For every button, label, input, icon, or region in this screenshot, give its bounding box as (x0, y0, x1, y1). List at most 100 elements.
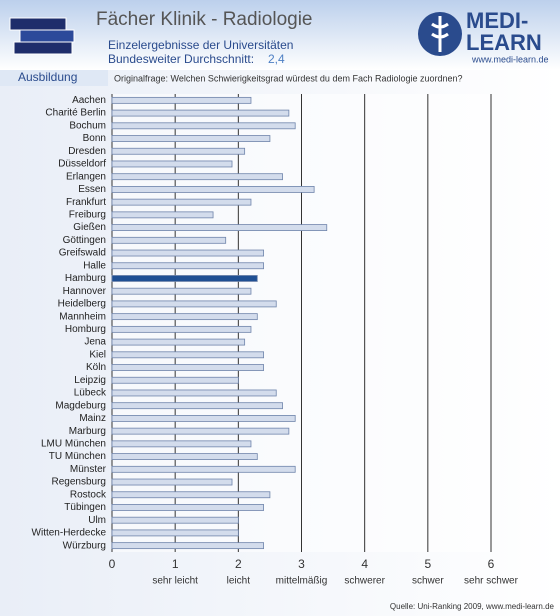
bar (111, 338, 246, 346)
y-tick-label: Aachen (72, 95, 106, 106)
section: Ausbildung (18, 70, 77, 84)
x-tick-description: schwer (412, 576, 444, 587)
bar (111, 542, 265, 550)
x-tick-label: 0 (109, 557, 116, 571)
y-tick-label: Hannover (63, 286, 107, 297)
x-tick-label: 5 (424, 557, 431, 571)
subtitle: Einzelergebnisse der Universitäten (108, 38, 293, 52)
bar (111, 224, 328, 231)
y-tick-label: Ulm (88, 515, 106, 526)
x-tick-description: leicht (227, 576, 251, 587)
source: Quelle: Uni-Ranking 2009, www.medi-learn… (390, 602, 555, 611)
y-tick-label: Jena (84, 337, 106, 348)
x-tick-label: 1 (172, 557, 179, 571)
y-tick-label: Lübeck (74, 388, 107, 399)
question: Originalfrage: Welchen Schwierigkeitsgra… (114, 73, 463, 83)
y-tick-label: Marburg (69, 426, 106, 437)
bar (111, 186, 315, 193)
y-tick-label: Homburg (65, 324, 106, 335)
average-label: Bundesweiter Durchschnitt: (108, 52, 254, 66)
bar (111, 160, 233, 168)
y-tick-label: Leipzig (74, 375, 106, 386)
header-band (0, 0, 560, 70)
section-band (0, 70, 108, 86)
bar (111, 211, 214, 219)
x-tick-description: mittelmäßig (276, 576, 328, 587)
y-tick-label: Frankfurt (66, 197, 106, 208)
y-tick-label: Hamburg (65, 273, 106, 284)
bar (111, 440, 252, 448)
x-tick-description: sehr leicht (152, 576, 198, 587)
y-tick-label: Essen (78, 184, 106, 195)
logo-top: MEDI- (466, 8, 528, 33)
bar (111, 516, 239, 524)
bar (111, 313, 258, 321)
y-tick-label: Bochum (69, 120, 106, 131)
bar (111, 135, 271, 142)
x-tick-description: sehr schwer (464, 576, 519, 587)
bar (111, 478, 233, 486)
y-tick-label: Münster (70, 464, 107, 475)
y-tick-label: Dresden (68, 146, 106, 157)
y-tick-label: Halle (83, 260, 106, 271)
bar (111, 300, 277, 308)
bar (111, 427, 290, 435)
y-tick-label: Kiel (89, 349, 106, 360)
y-tick-label: Mannheim (59, 311, 106, 322)
bar (111, 122, 296, 130)
bar (111, 529, 239, 537)
y-tick-label: LMU München (41, 439, 106, 450)
logo-bottom: LEARN (466, 30, 542, 55)
y-tick-label: Heidelberg (58, 299, 106, 310)
x-tick-description: schwerer (344, 576, 385, 587)
bar (111, 415, 296, 422)
y-tick-label: Düsseldorf (58, 159, 106, 170)
bar (111, 96, 252, 104)
bar (111, 364, 265, 371)
bar (111, 351, 265, 359)
logo-staff (431, 16, 449, 52)
bar (111, 287, 252, 295)
x-tick-label: 6 (488, 557, 495, 571)
bar (111, 147, 246, 155)
bar (111, 275, 258, 282)
bar (111, 109, 290, 117)
y-tick-label: Tübingen (64, 502, 106, 513)
bar (111, 325, 252, 333)
title: Fächer Klinik - Radiologie (96, 9, 313, 30)
y-tick-label: Freiburg (69, 210, 106, 221)
y-tick-label: Regensburg (52, 477, 106, 488)
bar (111, 453, 258, 460)
y-tick-label: Mainz (79, 413, 106, 424)
bar (111, 376, 239, 384)
y-tick-label: Würzburg (63, 540, 106, 551)
y-tick-label: Rostock (70, 489, 107, 500)
y-tick-label: Köln (86, 362, 106, 373)
y-tick-label: TU München (49, 451, 106, 462)
bar (111, 389, 277, 397)
average: 2,4 (268, 52, 285, 66)
y-tick-label: Göttingen (63, 235, 106, 246)
x-tick-label: 4 (361, 557, 368, 571)
bar (111, 465, 296, 473)
y-tick-label: Erlangen (66, 171, 106, 182)
bar (111, 198, 252, 206)
x-tick-label: 2 (235, 557, 242, 571)
bar (111, 504, 265, 511)
bar (111, 262, 265, 270)
bar (111, 402, 283, 410)
bar (111, 173, 283, 181)
y-tick-label: Charité Berlin (45, 108, 106, 119)
y-tick-label: Gießen (73, 222, 106, 233)
x-tick-label: 3 (298, 557, 305, 571)
books-icon (9, 17, 75, 55)
bar (111, 236, 227, 244)
y-tick-label: Witten-Herdecke (32, 528, 107, 539)
logo-url: www.medi-learn.de (471, 54, 549, 64)
y-tick-label: Greifswald (59, 248, 106, 259)
bar (111, 249, 265, 257)
bar (111, 491, 271, 499)
y-tick-label: Bonn (83, 133, 106, 144)
y-tick-label: Magdeburg (55, 400, 106, 411)
